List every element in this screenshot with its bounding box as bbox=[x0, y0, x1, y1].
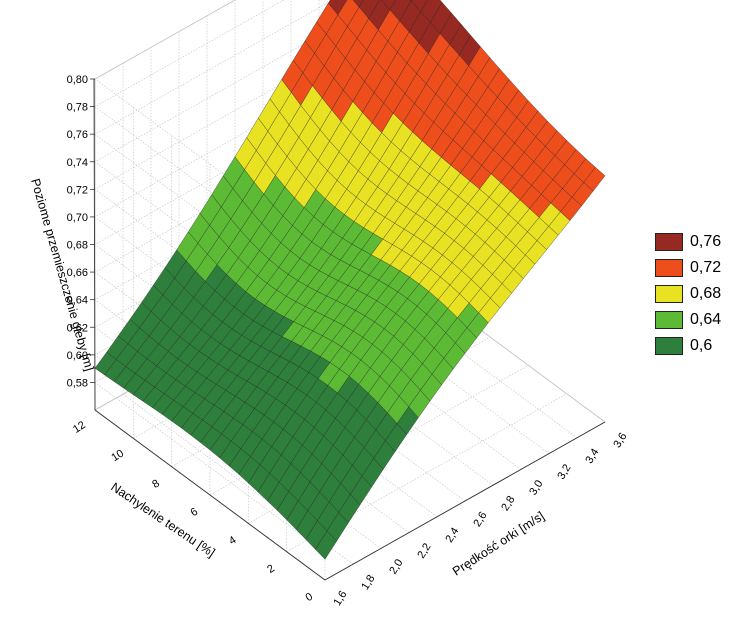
z-tick-label: 0,70 bbox=[67, 212, 88, 224]
legend-item: 0,6 bbox=[655, 333, 735, 359]
y-axis-line bbox=[94, 409, 326, 581]
grid-line-y-floor bbox=[248, 365, 529, 524]
z-tick-label: 0,66 bbox=[67, 267, 88, 279]
grid-line-x-floor bbox=[122, 393, 354, 565]
legend-item: 0,76 bbox=[655, 229, 735, 255]
x-tick-label: 1,8 bbox=[359, 573, 377, 592]
x-tick-label: 3,6 bbox=[611, 431, 629, 450]
legend-label: 0,6 bbox=[690, 337, 713, 354]
surface-cell bbox=[352, 0, 364, 8]
legend-label: 0,64 bbox=[690, 311, 722, 328]
z-tick-label: 0,72 bbox=[67, 184, 88, 196]
surface-cell bbox=[410, 0, 428, 12]
grid-line-y-floor bbox=[286, 393, 567, 552]
y-tick-label: 10 bbox=[109, 447, 126, 464]
legend-swatch bbox=[655, 259, 683, 277]
x-tick-label: 1,6 bbox=[331, 589, 349, 608]
x-tick-label: 3,0 bbox=[527, 478, 545, 497]
z-tick-label: 0,78 bbox=[67, 102, 88, 114]
legend-swatch bbox=[655, 337, 683, 355]
z-tick-label: 0,60 bbox=[67, 350, 88, 362]
x-axis-line bbox=[324, 421, 606, 581]
legend-label: 0,76 bbox=[690, 233, 722, 250]
legend-item: 0,64 bbox=[655, 307, 735, 333]
legend-swatch bbox=[655, 233, 683, 251]
y-tick-label: 2 bbox=[265, 562, 277, 575]
x-tick-label: 2,8 bbox=[499, 494, 517, 513]
surface-cell bbox=[381, 0, 397, 11]
x-tick-label: 2,6 bbox=[471, 510, 489, 529]
z-tick-label: 0,58 bbox=[67, 377, 88, 389]
y-tick-label: 8 bbox=[150, 477, 162, 490]
z-tick-label: 0,76 bbox=[67, 129, 88, 141]
legend: 0,76 0,72 0,68 0,64 0,6 bbox=[655, 229, 735, 359]
x-tick-label: 3,4 bbox=[583, 447, 601, 466]
legend-item: 0,72 bbox=[655, 255, 735, 281]
surface-cell bbox=[583, 166, 606, 192]
z-tick-label: 0,64 bbox=[67, 295, 88, 307]
z-tick-label: 0,62 bbox=[67, 322, 88, 334]
legend-label: 0,68 bbox=[690, 285, 722, 302]
legend-swatch bbox=[655, 311, 683, 329]
z-tick-label: 0,74 bbox=[67, 157, 88, 169]
x-tick-label: 2,2 bbox=[415, 541, 433, 560]
x-tick-label: 3,2 bbox=[555, 462, 573, 481]
y-tick-label: 6 bbox=[189, 506, 201, 519]
y-tick-label: 12 bbox=[71, 419, 88, 436]
z-tick-label: 0,68 bbox=[67, 240, 88, 252]
y-axis-label: Nachylenie terenu [%] bbox=[108, 480, 217, 560]
legend-swatch bbox=[655, 285, 683, 303]
y-tick-label: 4 bbox=[227, 534, 239, 547]
legend-item: 0,68 bbox=[655, 281, 735, 307]
legend-label: 0,72 bbox=[690, 259, 722, 276]
x-tick-label: 2,0 bbox=[387, 557, 405, 576]
x-axis-label: Prędkość orki [m/s] bbox=[450, 509, 547, 579]
x-tick-label: 2,4 bbox=[443, 526, 461, 545]
y-tick-label: 0 bbox=[304, 591, 316, 604]
z-tick-label: 0,80 bbox=[67, 74, 88, 86]
